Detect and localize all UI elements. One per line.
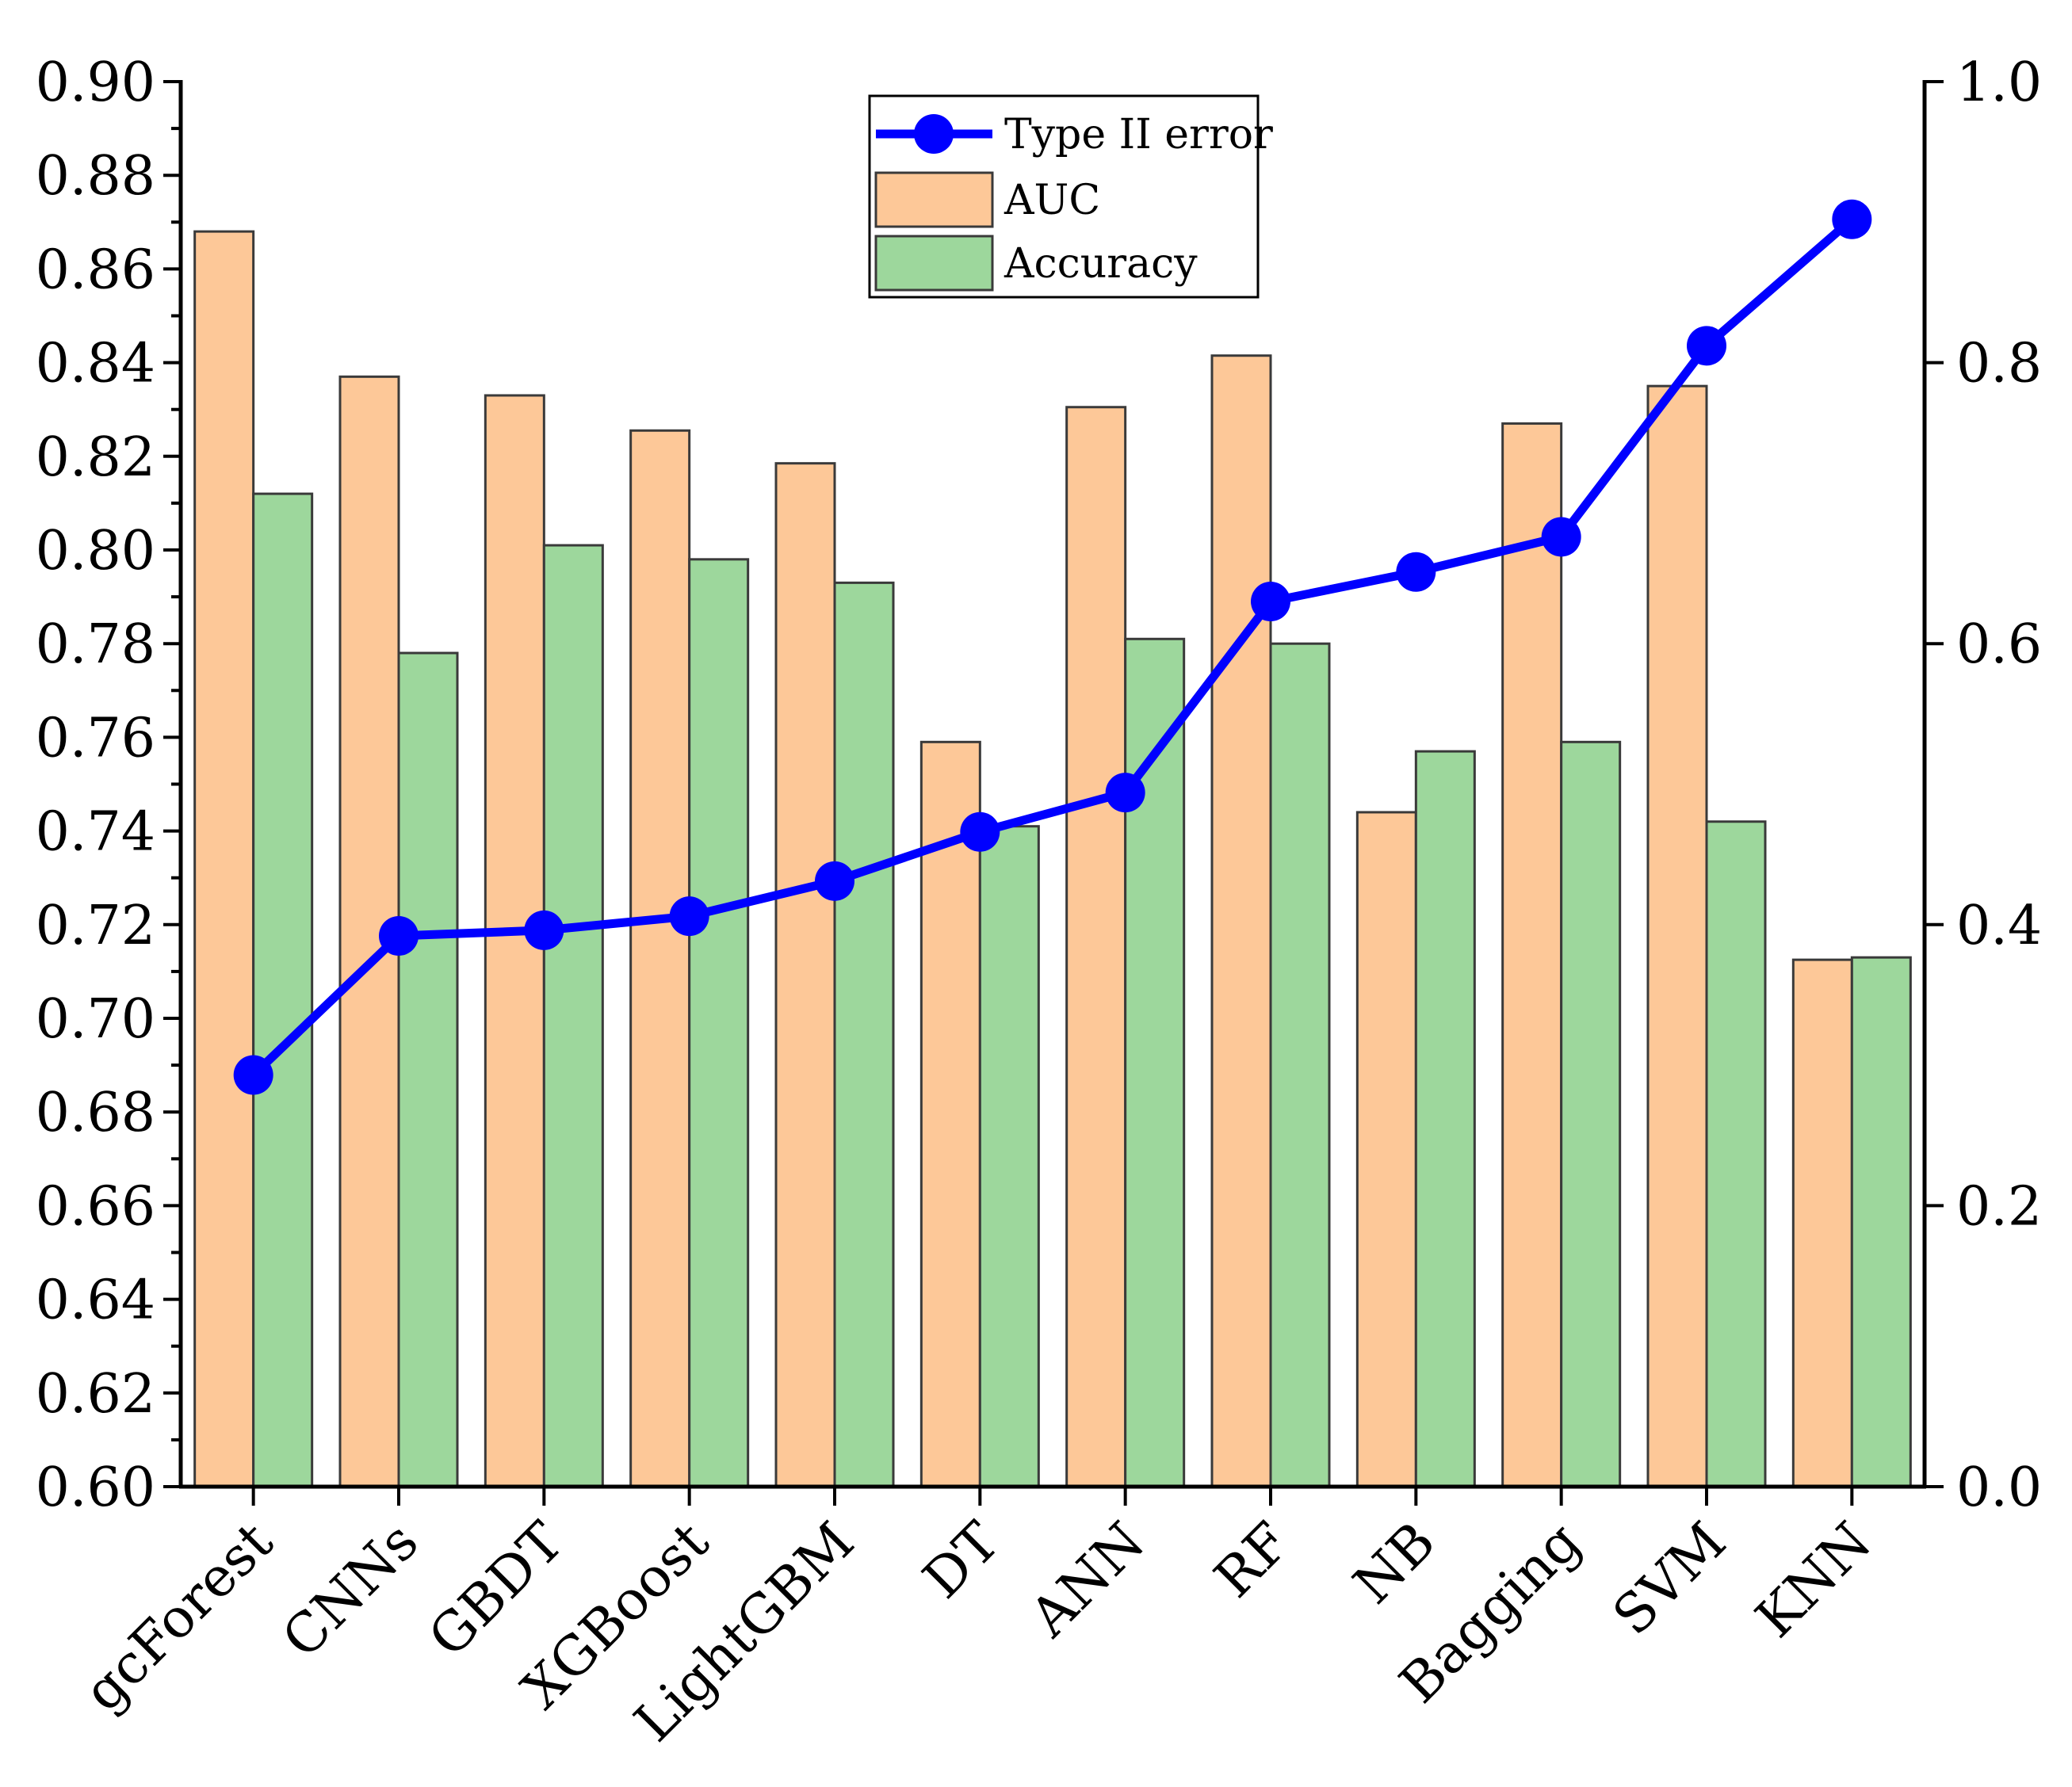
left-tick-label: 0.84 [36, 333, 155, 395]
left-tick-label: 0.76 [36, 707, 155, 769]
type-ii-error-point [1541, 517, 1581, 557]
left-tick-label: 0.74 [36, 801, 155, 864]
category-label: NB [1342, 1510, 1447, 1616]
category-label: gcForest [72, 1510, 285, 1724]
auc-bar [629, 429, 691, 1488]
accuracy-bar [1414, 750, 1476, 1488]
type-ii-error-line [250, 216, 1855, 1079]
left-tick-label: 0.86 [36, 239, 155, 301]
auc-bar [1791, 958, 1853, 1488]
type-ii-error-point [1251, 582, 1290, 622]
type-ii-error-point [233, 1055, 273, 1095]
axes-layer [163, 80, 1944, 1506]
auc-bar [919, 740, 981, 1488]
left-tick-label: 0.66 [36, 1175, 155, 1238]
auc-bar [1065, 406, 1127, 1488]
left-tick-label: 0.68 [36, 1082, 155, 1144]
accuracy-bar [833, 581, 895, 1488]
line-layer [233, 199, 1872, 1095]
legend-marker-swatch [914, 114, 954, 154]
legend-label: AUC [1004, 177, 1100, 224]
right-tick-label: 0.8 [1956, 333, 2042, 395]
category-label: DT [912, 1510, 1011, 1610]
left-tick-label: 0.88 [36, 145, 155, 208]
type-ii-error-point [815, 861, 854, 901]
accuracy-bar [1269, 642, 1331, 1488]
accuracy-bar [1850, 956, 1912, 1488]
right-tick-label: 0.6 [1956, 613, 2042, 676]
category-label: SVM [1601, 1510, 1738, 1648]
type-ii-error-point [1832, 199, 1872, 239]
auc-bar [1355, 811, 1417, 1488]
accuracy-bar [978, 825, 1040, 1488]
accuracy-bar [397, 651, 459, 1488]
left-tick-label: 0.72 [36, 895, 155, 957]
accuracy-bar [688, 558, 750, 1488]
type-ii-error-point [669, 896, 709, 937]
accuracy-bar [1560, 740, 1622, 1488]
accuracy-bar [1705, 820, 1767, 1488]
legend-label: Type II error [1004, 111, 1273, 158]
right-tick-label: 1.0 [1956, 52, 2042, 114]
legend-label: Accuracy [1004, 240, 1198, 288]
auc-bar [193, 230, 255, 1488]
left-tick-label: 0.60 [36, 1457, 155, 1519]
left-tick-label: 0.82 [36, 426, 155, 489]
right-tick-label: 0.0 [1956, 1457, 2042, 1519]
type-ii-error-point [524, 910, 564, 950]
auc-bar [1646, 384, 1708, 1488]
type-ii-error-point [1396, 552, 1436, 592]
auc-bar [1210, 354, 1272, 1488]
type-ii-error-point [1687, 326, 1726, 366]
left-tick-label: 0.90 [36, 52, 155, 114]
legend-auc-swatch [874, 171, 994, 228]
legend-accuracy-swatch [874, 235, 994, 292]
category-label: CNNs [271, 1510, 430, 1670]
legend: Type II error AUC Accuracy [868, 94, 1273, 299]
type-ii-error-point [1105, 773, 1145, 813]
auc-bar [774, 462, 836, 1488]
right-tick-label: 0.4 [1956, 895, 2042, 957]
category-label: ANN [1018, 1510, 1156, 1649]
category-label: RF [1203, 1510, 1302, 1609]
left-tick-label: 0.80 [36, 520, 155, 582]
auc-bar [1501, 422, 1563, 1488]
category-label: KNN [1744, 1510, 1883, 1650]
right-tick-label: 0.2 [1956, 1175, 2042, 1238]
accuracy-bar [542, 544, 604, 1488]
left-tick-label: 0.62 [36, 1363, 155, 1426]
left-tick-label: 0.78 [36, 613, 155, 676]
accuracy-bar [252, 492, 314, 1488]
type-ii-error-point [960, 811, 1000, 852]
left-tick-label: 0.64 [36, 1270, 155, 1332]
type-ii-error-point [379, 915, 419, 956]
accuracy-bar [1124, 637, 1186, 1488]
left-tick-label: 0.70 [36, 988, 155, 1051]
